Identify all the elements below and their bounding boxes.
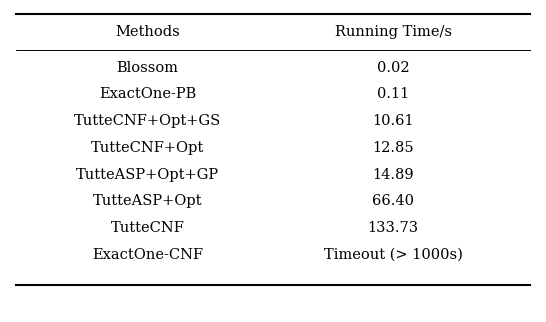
Text: TutteCNF: TutteCNF: [110, 221, 185, 235]
Text: ExactOne-CNF: ExactOne-CNF: [92, 248, 203, 262]
Text: 0.11: 0.11: [377, 87, 410, 101]
Text: Methods: Methods: [115, 25, 180, 39]
Text: 0.02: 0.02: [377, 61, 410, 75]
Text: 10.61: 10.61: [372, 114, 414, 128]
Text: Timeout (> 1000s): Timeout (> 1000s): [324, 248, 462, 262]
Text: Running Time/s: Running Time/s: [335, 25, 452, 39]
Text: 14.89: 14.89: [372, 167, 414, 182]
Text: 133.73: 133.73: [367, 221, 419, 235]
Text: 12.85: 12.85: [372, 141, 414, 155]
Text: TutteCNF+Opt+GS: TutteCNF+Opt+GS: [74, 114, 221, 128]
Text: 66.40: 66.40: [372, 194, 414, 208]
Text: TutteASP+Opt+GP: TutteASP+Opt+GP: [76, 167, 219, 182]
Text: Blossom: Blossom: [116, 61, 179, 75]
Text: TutteASP+Opt: TutteASP+Opt: [93, 194, 202, 208]
Text: TutteCNF+Opt: TutteCNF+Opt: [91, 141, 204, 155]
Text: ExactOne-PB: ExactOne-PB: [99, 87, 196, 101]
